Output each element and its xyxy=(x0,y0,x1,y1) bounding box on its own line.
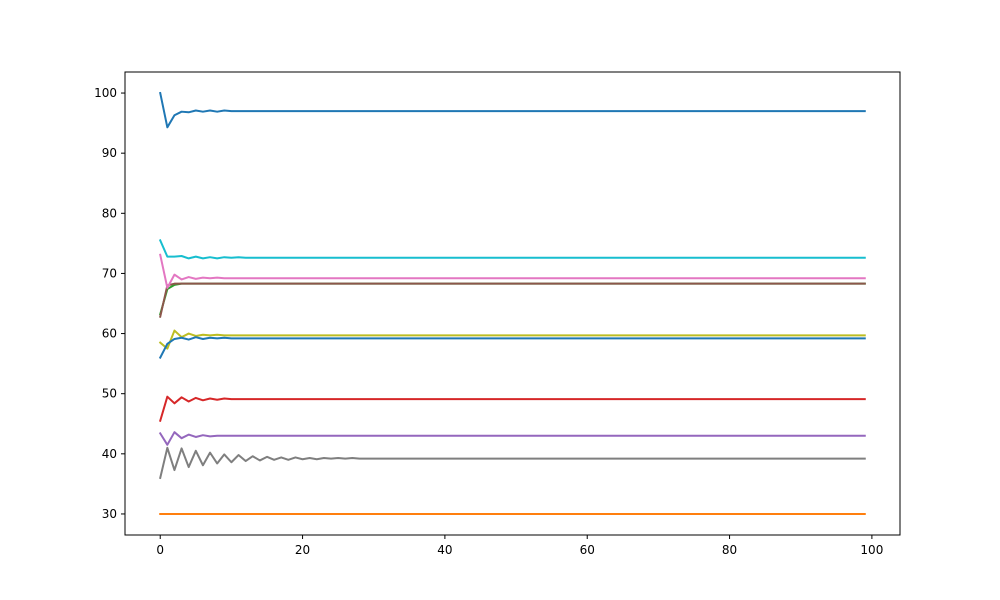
series-line-10 xyxy=(158,239,866,260)
series-line-9 xyxy=(158,329,866,350)
x-tick-label: 20 xyxy=(295,543,310,557)
series-line-7 xyxy=(159,253,866,289)
y-tick-label: 100 xyxy=(94,86,117,100)
series-line-6 xyxy=(159,282,866,318)
y-tick-label: 40 xyxy=(102,447,117,461)
x-tick-label: 40 xyxy=(437,543,452,557)
series-layer xyxy=(158,91,866,515)
series-line-5 xyxy=(158,431,866,446)
series-line-11 xyxy=(158,336,866,359)
x-tick-label: 0 xyxy=(156,543,164,557)
y-tick-label: 30 xyxy=(102,507,117,521)
y-tick-label: 90 xyxy=(102,146,117,160)
series-line-8 xyxy=(159,446,866,480)
y-tick-label: 80 xyxy=(102,206,117,220)
x-tick-label: 80 xyxy=(722,543,737,557)
series-line-4 xyxy=(158,395,866,422)
x-tick-label: 100 xyxy=(860,543,883,557)
x-tick-label: 60 xyxy=(580,543,595,557)
plot-frame xyxy=(124,71,901,536)
y-tick-label: 50 xyxy=(102,387,117,401)
ticks-layer: 0 20 40 60 80 100 30 40 50 60 70 80 90 100 xyxy=(94,86,883,557)
y-tick-label: 70 xyxy=(102,266,117,280)
series-line-1 xyxy=(159,91,866,129)
y-tick-label: 60 xyxy=(102,327,117,341)
